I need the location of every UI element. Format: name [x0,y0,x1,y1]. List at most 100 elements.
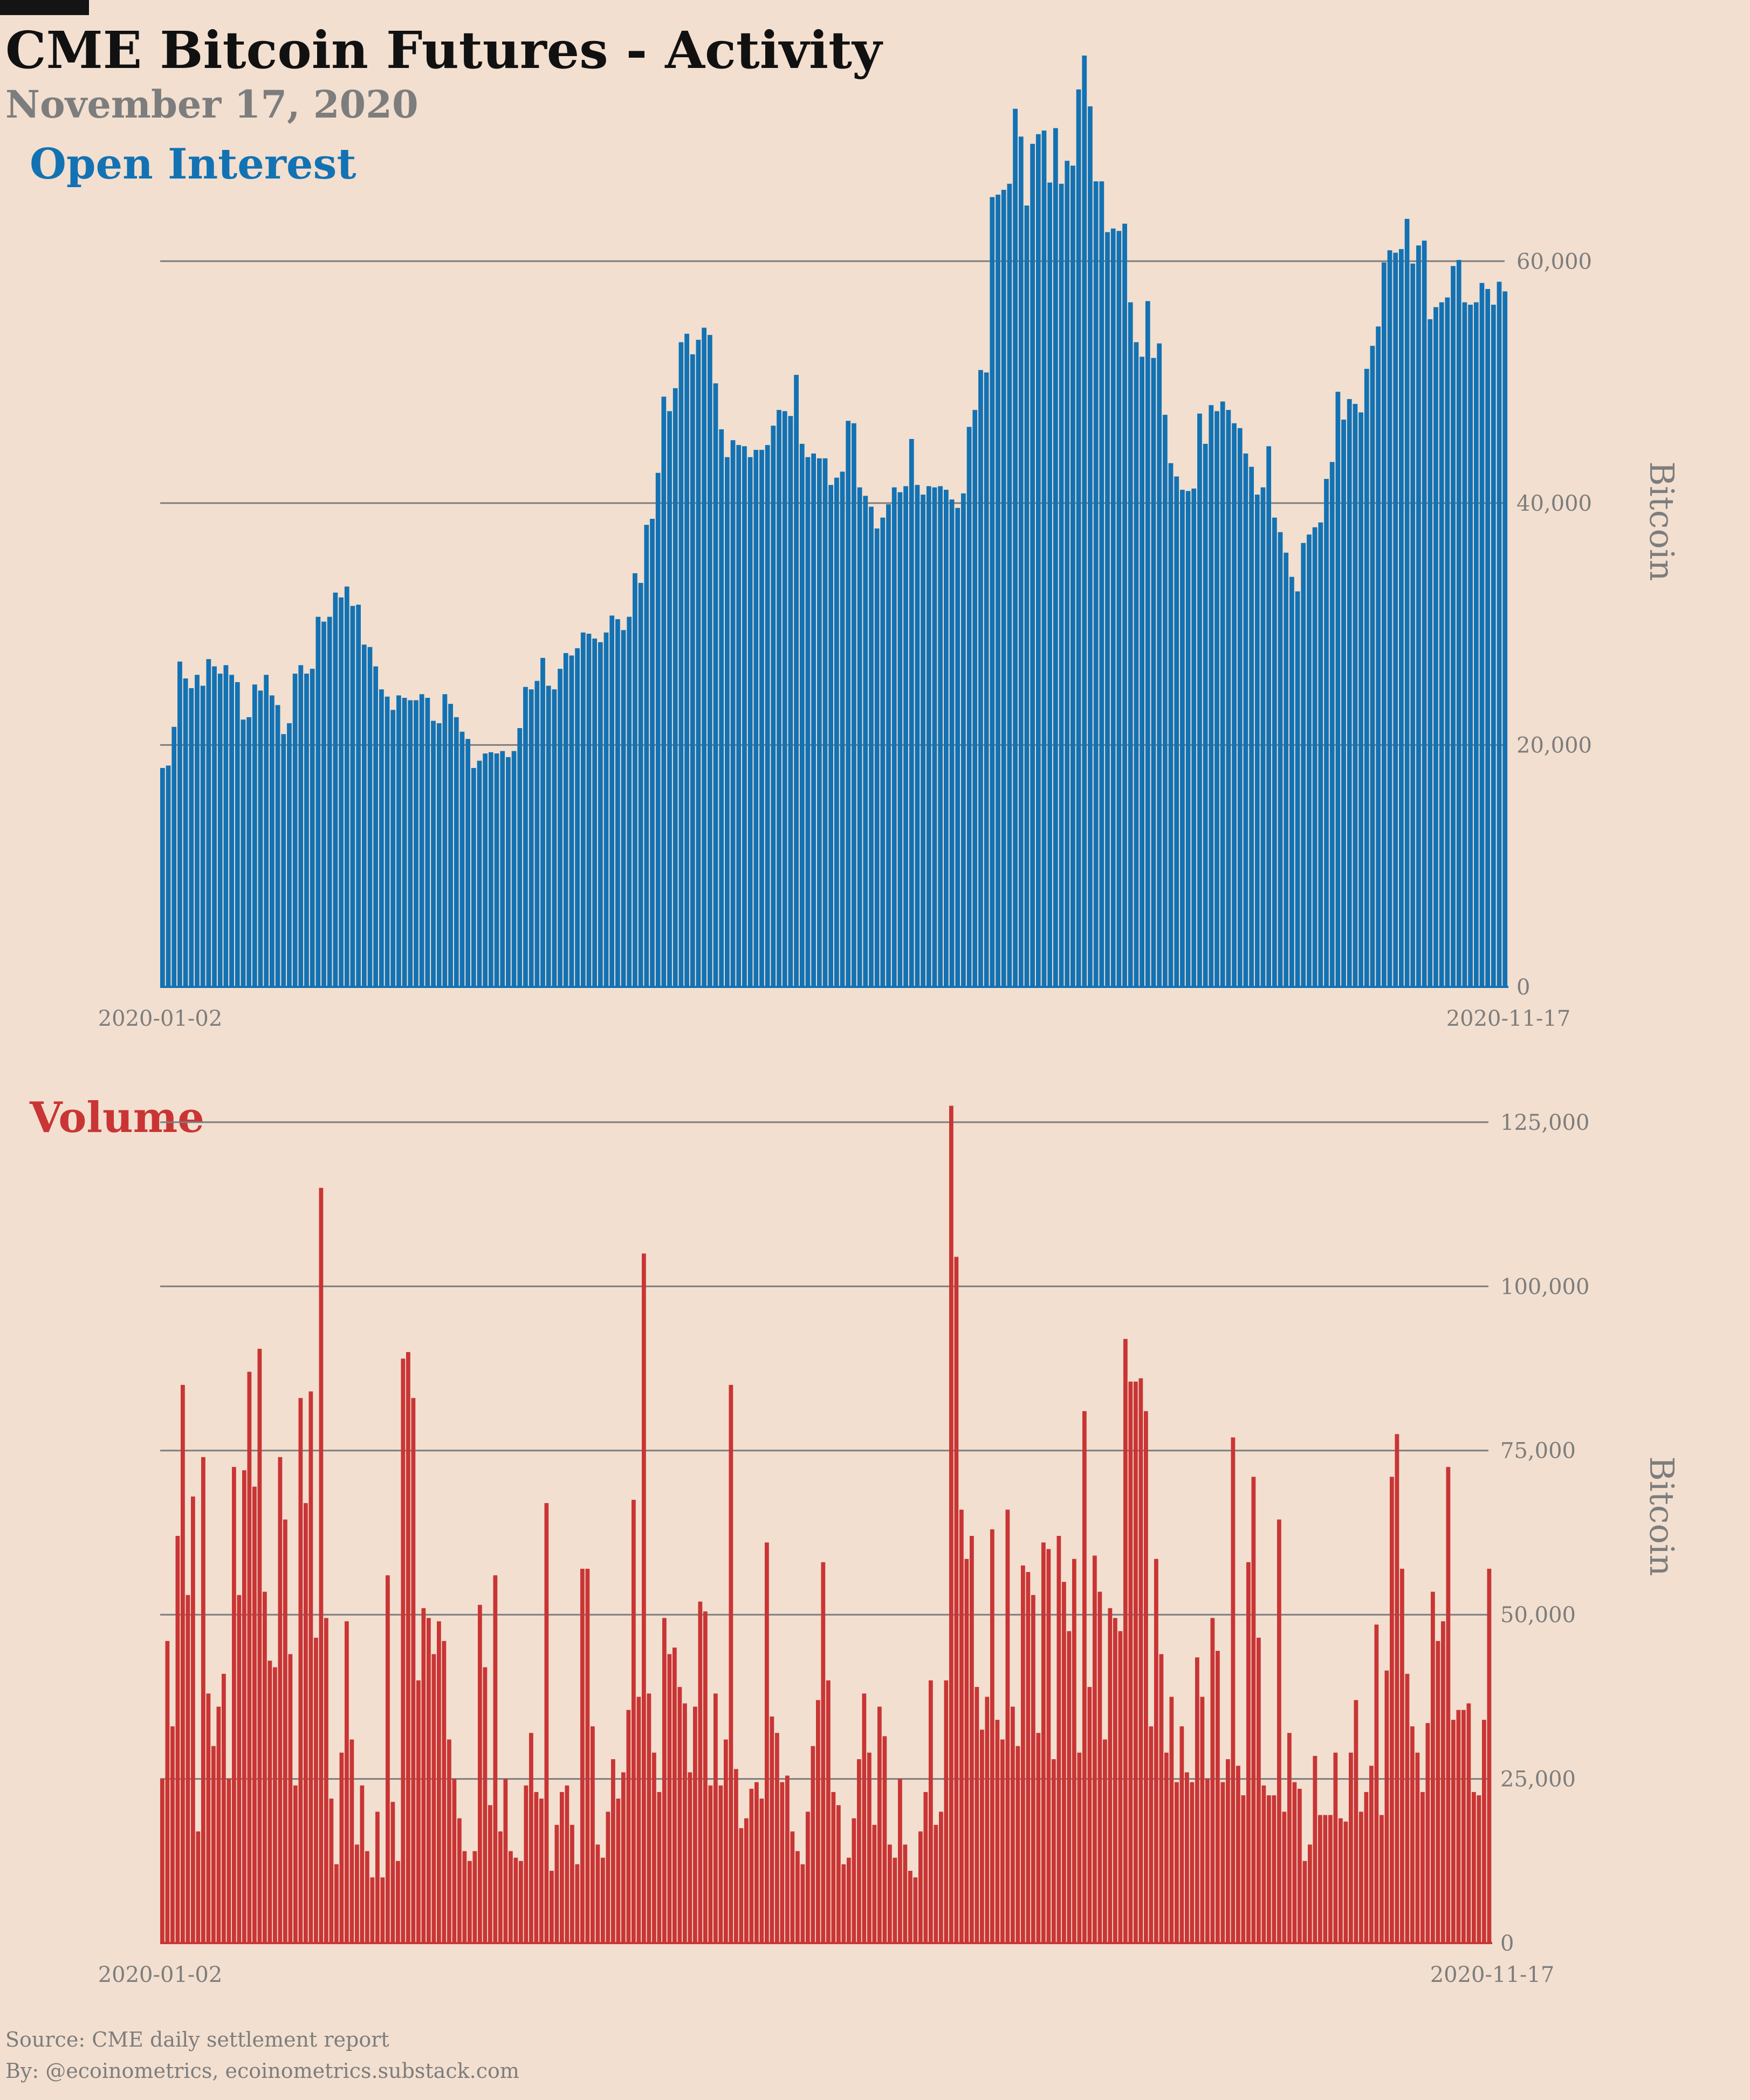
vol-bar [949,1106,953,1943]
oi-bar [1468,305,1473,987]
vol-bar [1364,1792,1369,1943]
oi-bar [1059,183,1064,987]
oi-bar [1353,403,1358,987]
oi-bar [840,471,845,987]
vol-bar [621,1772,626,1943]
vol-bar [1195,1657,1199,1943]
vol-bar [1308,1844,1312,1943]
vol-y-tick-label: 25,000 [1500,1767,1576,1792]
vol-bar [1138,1378,1143,1943]
vol-bar [718,1785,723,1943]
oi-bar [782,411,787,987]
vol-bar [913,1877,918,1943]
vol-bar [821,1562,826,1943]
oi-bar [517,728,523,987]
vol-y-tick-label: 75,000 [1500,1439,1576,1464]
oi-bar [638,582,643,987]
oi-bar [1335,392,1341,987]
vol-bar [1261,1785,1266,1943]
oi-bar [1203,443,1208,987]
vol-bar [1333,1752,1338,1943]
vol-bar [698,1601,703,1943]
vol-bar [1456,1710,1461,1943]
vol-bar [1431,1591,1435,1943]
oi-bar [269,695,274,987]
oi-bar [258,690,263,987]
vol-bar [713,1693,718,1943]
vol-bar [749,1788,754,1943]
oi-bar [361,644,367,987]
oi-bar [1018,136,1024,987]
vol-bar [647,1693,651,1943]
vol-bar [995,1719,1000,1943]
vol-bar [345,1621,349,1943]
oi-bar [1088,106,1093,987]
vol-bar [1477,1795,1481,1943]
vol-bar [1021,1565,1025,1943]
oi-bar [1140,356,1144,987]
oi-bar [546,685,551,987]
oi-bar [1312,527,1317,987]
oi-bar [891,487,897,987]
vol-bar [652,1752,656,1943]
oi-bar [932,487,937,987]
vol-bar [1190,1782,1195,1943]
vol-bar [1292,1782,1297,1943]
vol-bar [1343,1821,1348,1943]
vol-bar [908,1871,912,1943]
oi-y-axis-title: Bitcoin [1642,461,1682,581]
vol-bar [1420,1792,1425,1943]
oi-bar [166,765,171,987]
oi-bar [961,493,966,987]
vol-bar [560,1792,564,1943]
oi-bar [822,458,828,987]
vol-bar [1179,1726,1184,1943]
vol-bar [267,1660,272,1943]
oi-bar [304,674,309,987]
oi-y-tick-label: 0 [1516,975,1530,1000]
vol-bar [632,1500,636,1943]
open-interest-title: Open Interest [30,140,356,189]
vol-bar [1015,1746,1020,1943]
vol-bar [288,1654,293,1943]
oi-bar [996,194,1000,987]
vol-bar [1052,1759,1056,1943]
oi-bar [436,723,442,987]
vol-bar [872,1824,877,1943]
vol-bar [252,1486,257,1943]
vol-bar [191,1496,195,1943]
vol-bar [1046,1549,1051,1943]
oi-bar [644,525,649,987]
oi-bar [609,615,615,987]
vol-bar [826,1680,831,1943]
vol-bar [990,1529,994,1943]
vol-bar [734,1769,738,1943]
vol-bar [457,1818,462,1943]
oi-bar [777,410,781,987]
vol-bar [841,1864,846,1943]
vol-bar [1359,1811,1363,1943]
oi-bar [1093,181,1099,987]
oi-bar [1076,89,1081,987]
oi-bar [1226,410,1231,987]
vol-bar [893,1857,897,1943]
oi-bar [753,450,759,987]
vol-bar [1087,1687,1092,1943]
vol-bar [954,1257,959,1943]
vol-bar [1005,1509,1010,1943]
oi-bar [771,426,776,987]
oi-bar [1151,358,1156,987]
vol-bar [1082,1411,1087,1943]
oi-bar [1347,399,1352,987]
vol-bar [1067,1631,1072,1943]
vol-bar [923,1792,928,1943]
vol-bar [980,1730,984,1943]
oi-y-tick-label: 20,000 [1516,733,1592,758]
oi-bar [1249,466,1254,987]
oi-bar [1232,423,1237,987]
oi-bar [667,411,672,987]
vol-bar [1267,1795,1271,1943]
vol-bar [1185,1772,1189,1943]
vol-y-tick-label: 100,000 [1500,1274,1589,1299]
vol-bar [334,1864,339,1943]
